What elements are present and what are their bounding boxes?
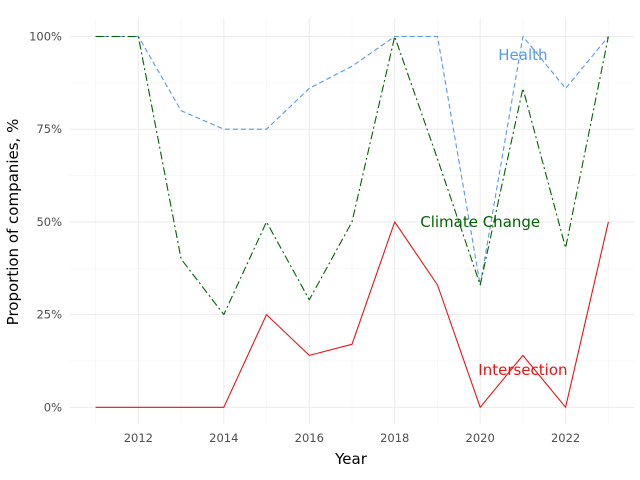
axis-ticks: 2012 2014 2016 2018 2020 2022 0% 25% 50% 75% 100% <box>29 30 580 445</box>
y-tick-label: 50% <box>36 215 62 229</box>
x-tick-label: 2020 <box>466 431 495 445</box>
series-label-health: Health <box>498 46 547 64</box>
x-tick-label: 2016 <box>295 431 324 445</box>
y-tick-label: 75% <box>36 122 62 136</box>
x-axis-title: Year <box>334 450 368 468</box>
series-labels: Health Climate Change Intersection <box>420 46 567 379</box>
y-tick-label: 25% <box>36 308 62 322</box>
series-lines <box>95 35 609 408</box>
gridlines <box>70 18 634 424</box>
series-label-climate-change: Climate Change <box>420 213 540 231</box>
y-tick-label: 0% <box>44 400 62 414</box>
x-tick-label: 2018 <box>380 431 409 445</box>
x-tick-label: 2014 <box>209 431 238 445</box>
series-line-intersection <box>95 221 609 408</box>
y-tick-label: 100% <box>29 30 62 44</box>
x-tick-label: 2022 <box>551 431 580 445</box>
series-label-intersection: Intersection <box>478 361 567 379</box>
series-line-health <box>95 35 609 286</box>
y-axis-title: Proportion of companies, % <box>4 119 22 326</box>
x-tick-label: 2012 <box>124 431 153 445</box>
series-line-climate-change <box>95 35 609 316</box>
